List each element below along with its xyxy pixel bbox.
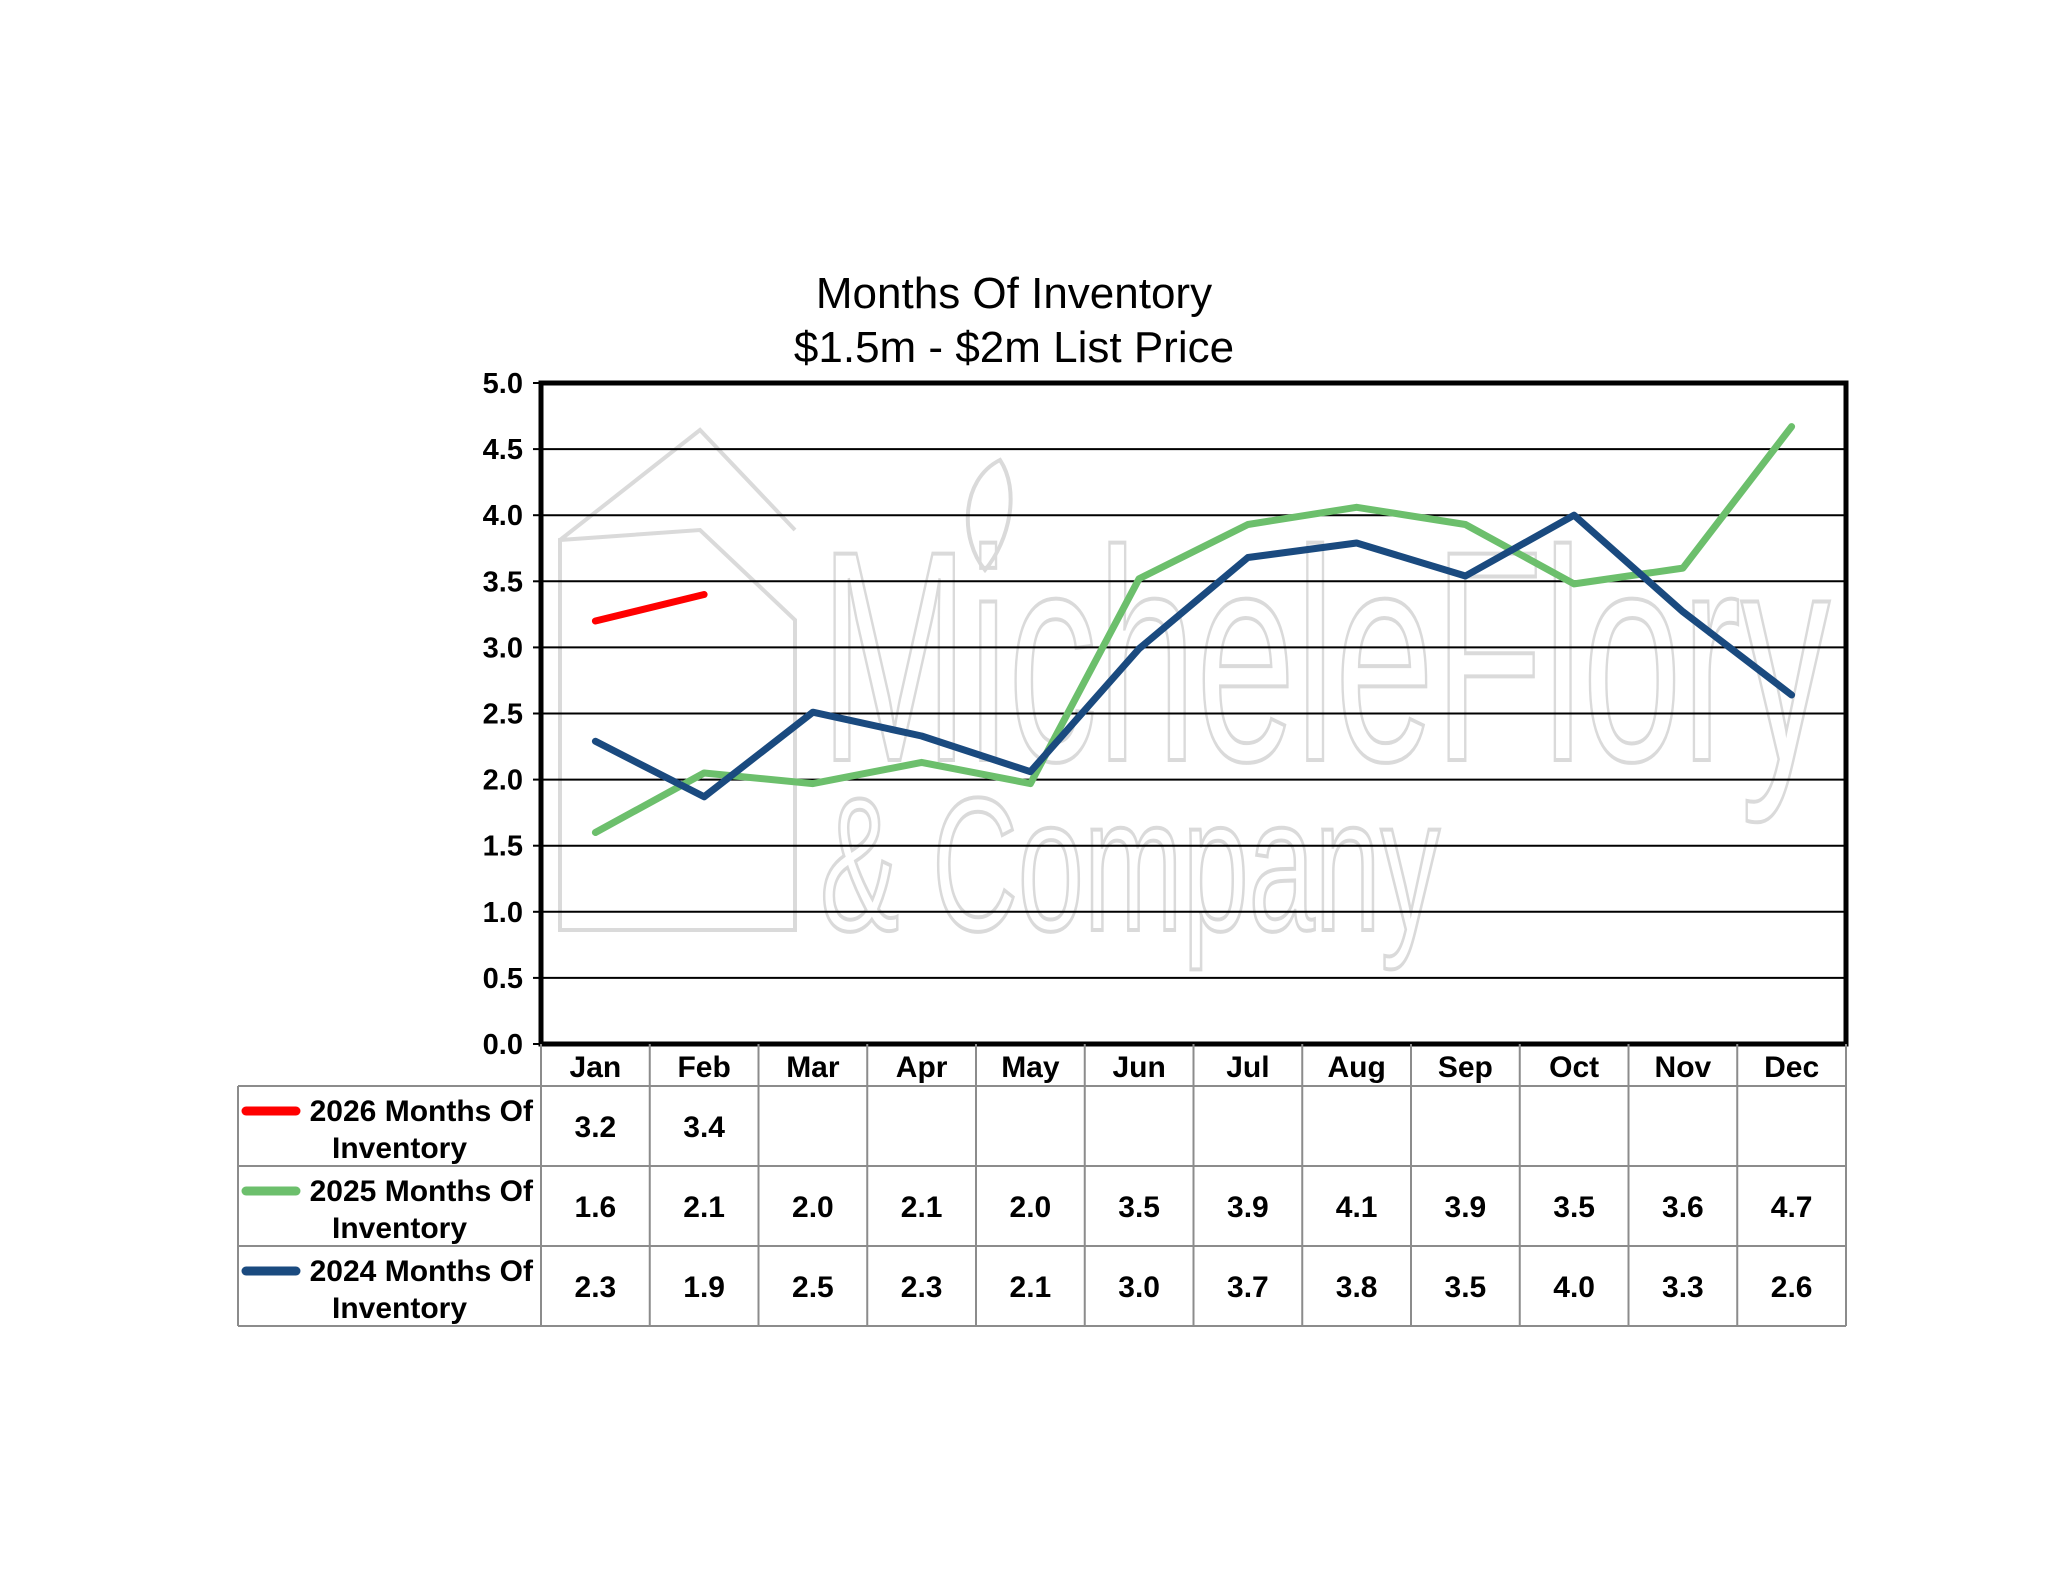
- data-table: Jan Feb Mar Apr May Jun Jul Aug Sep Oct Nov Dec 2026…: [237, 1044, 1847, 1327]
- table-cell-value: 4.1: [1336, 1191, 1378, 1224]
- table-cell-value: 3.0: [1118, 1271, 1160, 1304]
- x-category-label: Dec: [1764, 1051, 1819, 1084]
- y-tick-label: 4.0: [483, 500, 523, 532]
- chart-title: Months Of Inventory: [816, 269, 1212, 318]
- x-category-label: Mar: [786, 1051, 840, 1084]
- y-tick-label: 5.0: [483, 368, 523, 400]
- table-cell-value: 3.5: [1553, 1191, 1595, 1224]
- table-cell-value: 2.3: [901, 1271, 943, 1304]
- series-line-2: [591, 511, 1796, 801]
- table-cell-value: 2.3: [575, 1271, 617, 1304]
- y-tick-label: 0.0: [483, 1029, 523, 1061]
- x-category-label: Feb: [677, 1051, 730, 1084]
- table-cell-value: 2.5: [792, 1271, 834, 1304]
- table-cell-value: 1.6: [575, 1191, 617, 1224]
- table-cell-value: 3.9: [1445, 1191, 1487, 1224]
- house-logo-icon: [558, 427, 797, 932]
- table-cell-value: 2.0: [1010, 1191, 1052, 1224]
- y-tick-label: 3.0: [483, 632, 523, 664]
- series-lines: [591, 423, 1796, 836]
- x-category-label: Apr: [896, 1051, 948, 1084]
- table-cell-value: 3.7: [1227, 1271, 1269, 1304]
- table-cell-value: 4.7: [1771, 1191, 1813, 1224]
- x-category-label: Jun: [1112, 1051, 1165, 1084]
- y-tick-label: 4.5: [483, 434, 523, 466]
- y-tick-label: 1.5: [483, 831, 523, 863]
- x-category-label: Nov: [1655, 1051, 1712, 1084]
- table-row: 2025 Months Of Inventory 1.6 2.1 2.0 2.1 2.0 3.…: [241, 1175, 1813, 1245]
- x-category-label: Aug: [1327, 1051, 1385, 1084]
- table-cell-value: 3.6: [1662, 1191, 1704, 1224]
- legend-label: 2025 Months Of Inventory: [310, 1175, 534, 1245]
- table-cell-value: 3.5: [1445, 1271, 1487, 1304]
- table-cell-value: 3.4: [683, 1111, 725, 1144]
- table-cell-value: 2.0: [792, 1191, 834, 1224]
- series-line-0: [591, 591, 708, 625]
- y-tick-label: 1.0: [483, 897, 523, 929]
- y-tick-label: 3.5: [483, 566, 523, 598]
- table-row: 2026 Months Of Inventory 3.2 3.4: [241, 1095, 725, 1165]
- table-cell-value: 3.9: [1227, 1191, 1269, 1224]
- table-cell-value: 4.0: [1553, 1271, 1595, 1304]
- y-axis: 0.0 0.5 1.0 1.5 2.0 2.5 3.0 3.5 4.0 4.5 5.0: [483, 368, 541, 1061]
- legend-label: 2026 Months Of Inventory: [310, 1095, 534, 1165]
- y-tick-label: 0.5: [483, 963, 523, 995]
- x-category-label: May: [1001, 1051, 1060, 1084]
- table-cell-value: 3.5: [1118, 1191, 1160, 1224]
- table-cell-value: 1.9: [683, 1271, 725, 1304]
- table-cell-value: 2.1: [683, 1191, 725, 1224]
- chart-subtitle: $1.5m - $2m List Price: [794, 323, 1234, 372]
- table-cell-value: 3.8: [1336, 1271, 1378, 1304]
- legend-label: 2024 Months Of Inventory: [310, 1255, 534, 1325]
- table-cell-value: 3.2: [575, 1111, 617, 1144]
- company-logo-watermark: MicheleFlory & Company: [558, 427, 1832, 973]
- y-tick-label: 2.5: [483, 699, 523, 731]
- x-category-label: Jul: [1226, 1051, 1269, 1084]
- leaf-logo-icon: [965, 457, 1013, 574]
- watermark-line1: MicheleFlory: [820, 488, 1830, 826]
- table-row: 2024 Months Of Inventory 2.3 1.9 2.5 2.3 2.1 3.…: [241, 1255, 1813, 1325]
- table-cell-value: 2.1: [901, 1191, 943, 1224]
- table-cell-value: 2.1: [1010, 1271, 1052, 1304]
- table-cell-value: 2.6: [1771, 1271, 1813, 1304]
- watermark-line2: & Company: [820, 759, 1440, 971]
- x-category-label: Jan: [570, 1051, 622, 1084]
- series-line-1: [591, 423, 1796, 836]
- y-tick-label: 2.0: [483, 765, 523, 797]
- table-cell-value: 3.3: [1662, 1271, 1704, 1304]
- x-category-label: Sep: [1438, 1051, 1493, 1084]
- x-category-label: Oct: [1549, 1051, 1599, 1084]
